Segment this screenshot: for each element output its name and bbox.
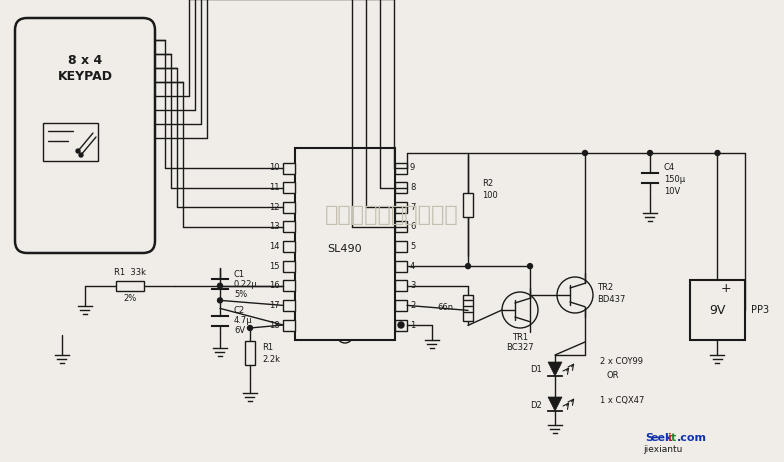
Bar xyxy=(283,280,295,291)
Text: 3: 3 xyxy=(410,281,416,290)
Circle shape xyxy=(248,326,252,330)
Circle shape xyxy=(76,149,80,153)
Text: R1: R1 xyxy=(262,344,273,353)
Bar xyxy=(395,202,407,213)
Text: 14: 14 xyxy=(270,242,280,251)
Text: SL490: SL490 xyxy=(328,244,362,254)
Text: eek: eek xyxy=(651,433,673,443)
Text: 8: 8 xyxy=(410,183,416,192)
Circle shape xyxy=(398,322,404,328)
Text: 5: 5 xyxy=(410,242,416,251)
Text: 杭州炬虚科技有限公司: 杭州炬虚科技有限公司 xyxy=(325,205,459,225)
Text: 6: 6 xyxy=(410,222,416,231)
Text: 17: 17 xyxy=(270,301,280,310)
Circle shape xyxy=(79,153,83,157)
Polygon shape xyxy=(548,397,562,411)
Text: 10V: 10V xyxy=(664,188,681,196)
Text: 10: 10 xyxy=(270,164,280,172)
Text: 1: 1 xyxy=(410,321,416,329)
Text: 12: 12 xyxy=(270,203,280,212)
Circle shape xyxy=(217,298,223,303)
Bar xyxy=(395,182,407,193)
Text: 2.2k: 2.2k xyxy=(262,355,280,365)
Bar xyxy=(295,148,395,340)
Text: 11: 11 xyxy=(270,183,280,192)
Text: 4.7μ: 4.7μ xyxy=(234,316,252,325)
Bar xyxy=(283,300,295,311)
Bar xyxy=(395,320,407,330)
Text: 150μ: 150μ xyxy=(664,176,685,184)
Circle shape xyxy=(466,264,470,268)
Polygon shape xyxy=(548,362,562,376)
Text: 8 x 4: 8 x 4 xyxy=(68,54,102,67)
Bar xyxy=(43,123,98,161)
Bar xyxy=(395,280,407,291)
Bar xyxy=(116,281,144,291)
Text: 1 x CQX47: 1 x CQX47 xyxy=(600,395,644,405)
Text: 2 x COY99: 2 x COY99 xyxy=(600,358,643,366)
Text: C2: C2 xyxy=(234,306,245,315)
Text: 18: 18 xyxy=(270,321,280,329)
Circle shape xyxy=(715,151,720,156)
Text: 0.22μ: 0.22μ xyxy=(234,280,258,289)
Text: PP3: PP3 xyxy=(751,305,769,315)
Text: .com: .com xyxy=(677,433,707,443)
Bar xyxy=(283,241,295,252)
Bar xyxy=(283,261,295,272)
Bar xyxy=(690,280,745,340)
Text: i: i xyxy=(667,433,671,443)
Text: TR1: TR1 xyxy=(512,334,528,342)
Bar xyxy=(245,341,255,365)
Text: D2: D2 xyxy=(530,401,542,409)
Bar xyxy=(395,221,407,232)
Text: R2: R2 xyxy=(482,178,493,188)
Text: KEYPAD: KEYPAD xyxy=(57,69,112,83)
Text: 16: 16 xyxy=(270,281,280,290)
Text: 2%: 2% xyxy=(123,294,136,303)
Circle shape xyxy=(528,264,532,268)
Text: +: + xyxy=(720,281,731,294)
Circle shape xyxy=(583,151,587,156)
Bar xyxy=(283,182,295,193)
Text: 5%: 5% xyxy=(234,290,247,298)
Text: BC327: BC327 xyxy=(506,344,534,353)
Text: 9V: 9V xyxy=(710,304,726,316)
Text: C1: C1 xyxy=(234,269,245,279)
Text: S: S xyxy=(645,433,653,443)
Text: 7: 7 xyxy=(410,203,416,212)
Text: 100: 100 xyxy=(482,190,498,200)
Bar xyxy=(395,300,407,311)
Text: 13: 13 xyxy=(270,222,280,231)
Bar xyxy=(463,193,473,217)
Bar xyxy=(395,241,407,252)
Text: 4: 4 xyxy=(410,261,416,271)
Text: 2: 2 xyxy=(410,301,416,310)
Bar xyxy=(283,221,295,232)
Text: C4: C4 xyxy=(664,164,675,172)
Text: TR2: TR2 xyxy=(597,282,613,292)
Text: OR: OR xyxy=(607,371,619,379)
FancyBboxPatch shape xyxy=(15,18,155,253)
Text: 9: 9 xyxy=(410,164,416,172)
Text: 6V: 6V xyxy=(234,326,245,335)
Circle shape xyxy=(648,151,652,156)
Bar xyxy=(395,163,407,174)
Text: 15: 15 xyxy=(270,261,280,271)
Text: D1: D1 xyxy=(530,365,542,375)
Text: BD437: BD437 xyxy=(597,294,626,304)
Text: R1  33k: R1 33k xyxy=(114,268,146,277)
Text: jiexiantu: jiexiantu xyxy=(643,445,682,455)
Bar xyxy=(463,295,473,321)
Bar xyxy=(283,163,295,174)
Bar xyxy=(283,320,295,330)
Circle shape xyxy=(217,283,223,288)
Text: t: t xyxy=(671,433,677,443)
Bar xyxy=(395,261,407,272)
Text: 66n: 66n xyxy=(438,304,454,312)
Bar xyxy=(283,202,295,213)
